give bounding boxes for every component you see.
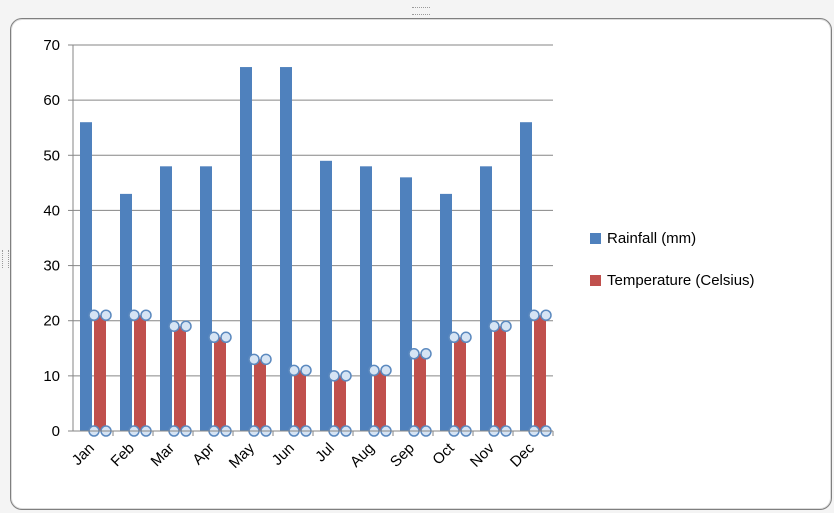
temperature-marker [408, 348, 420, 360]
rainfall-bar [200, 166, 212, 432]
temperature-bar [454, 337, 466, 431]
x-tick-label: May [226, 439, 258, 471]
temperature-marker [88, 309, 100, 321]
x-tick-label: Dec [507, 439, 538, 470]
x-tick-label: Jan [69, 440, 98, 469]
temperature-marker [500, 320, 512, 332]
x-tick-label: Apr [189, 440, 218, 469]
y-tick-label: 40 [43, 202, 60, 219]
y-tick-label: 20 [43, 313, 60, 330]
y-tick-label: 30 [43, 258, 60, 275]
temperature-bar [534, 315, 546, 431]
temperature-bar [94, 315, 106, 431]
temperature-marker [168, 320, 180, 332]
rainfall-bar [520, 122, 532, 431]
legend-label-temperature: Temperature (Celsius) [607, 272, 755, 289]
temperature-marker [368, 364, 380, 377]
legend-label-rainfall: Rainfall (mm) [607, 230, 696, 247]
temperature-bar [174, 326, 186, 431]
bars [80, 67, 546, 432]
temperature-bar [134, 315, 146, 431]
x-tick-label: Aug [347, 440, 378, 471]
temperature-bar [494, 326, 506, 431]
temperature-marker [180, 320, 192, 332]
temperature-bar [214, 337, 226, 431]
x-tick-label: Sep [387, 440, 418, 471]
temperature-marker [488, 320, 500, 332]
legend-swatch-temperature [590, 275, 601, 286]
legend-swatch-rainfall [590, 233, 601, 244]
temperature-bar [294, 370, 306, 431]
x-tick-label: Feb [108, 440, 138, 470]
temperature-marker [100, 309, 112, 321]
temperature-marker [420, 348, 432, 360]
y-tick-label: 0 [52, 423, 60, 440]
x-tick-label: Nov [467, 439, 498, 470]
x-tick-label: Oct [429, 439, 458, 468]
temperature-marker [300, 364, 312, 377]
y-tick-label: 50 [43, 147, 60, 164]
temperature-marker [208, 331, 220, 344]
x-tick-label: Mar [148, 440, 178, 470]
y-tick-label: 60 [43, 92, 60, 109]
temperature-bar [334, 375, 346, 431]
temperature-bar [374, 370, 386, 431]
rainfall-bar [400, 177, 412, 431]
temperature-marker [460, 331, 472, 344]
temperature-marker [288, 364, 300, 377]
temperature-marker [328, 370, 340, 382]
y-tick-label: 10 [43, 368, 60, 385]
temperature-bar [254, 359, 266, 431]
rainfall-bar [360, 166, 372, 432]
temperature-bar [414, 353, 426, 431]
rainfall-bar [480, 166, 492, 432]
temperature-marker [448, 331, 460, 344]
temperature-marker [540, 309, 552, 321]
temperature-marker [128, 309, 140, 321]
left-resize-handle[interactable] [2, 250, 9, 268]
rainfall-bar [160, 166, 172, 432]
gridlines [73, 44, 553, 377]
rainfall-bar [320, 160, 332, 432]
y-tick-label: 70 [43, 37, 60, 54]
legend[interactable]: Rainfall (mm) Temperature (Celsius) [590, 230, 755, 289]
temperature-marker [528, 309, 540, 321]
top-resize-handle[interactable] [412, 7, 430, 15]
temperature-marker [340, 370, 352, 382]
rainfall-bar [280, 67, 292, 432]
x-tick-label: Jul [312, 440, 338, 466]
temperature-marker [248, 353, 260, 366]
rainfall-bar [440, 193, 452, 431]
temperature-marker [220, 331, 232, 344]
temperature-marker [140, 309, 152, 321]
x-tick-label: Jun [269, 440, 298, 469]
temperature-marker [380, 364, 392, 377]
rainfall-bar [120, 193, 132, 431]
rainfall-bar [240, 67, 252, 432]
rainfall-bar [80, 122, 92, 431]
temperature-marker [260, 353, 272, 366]
